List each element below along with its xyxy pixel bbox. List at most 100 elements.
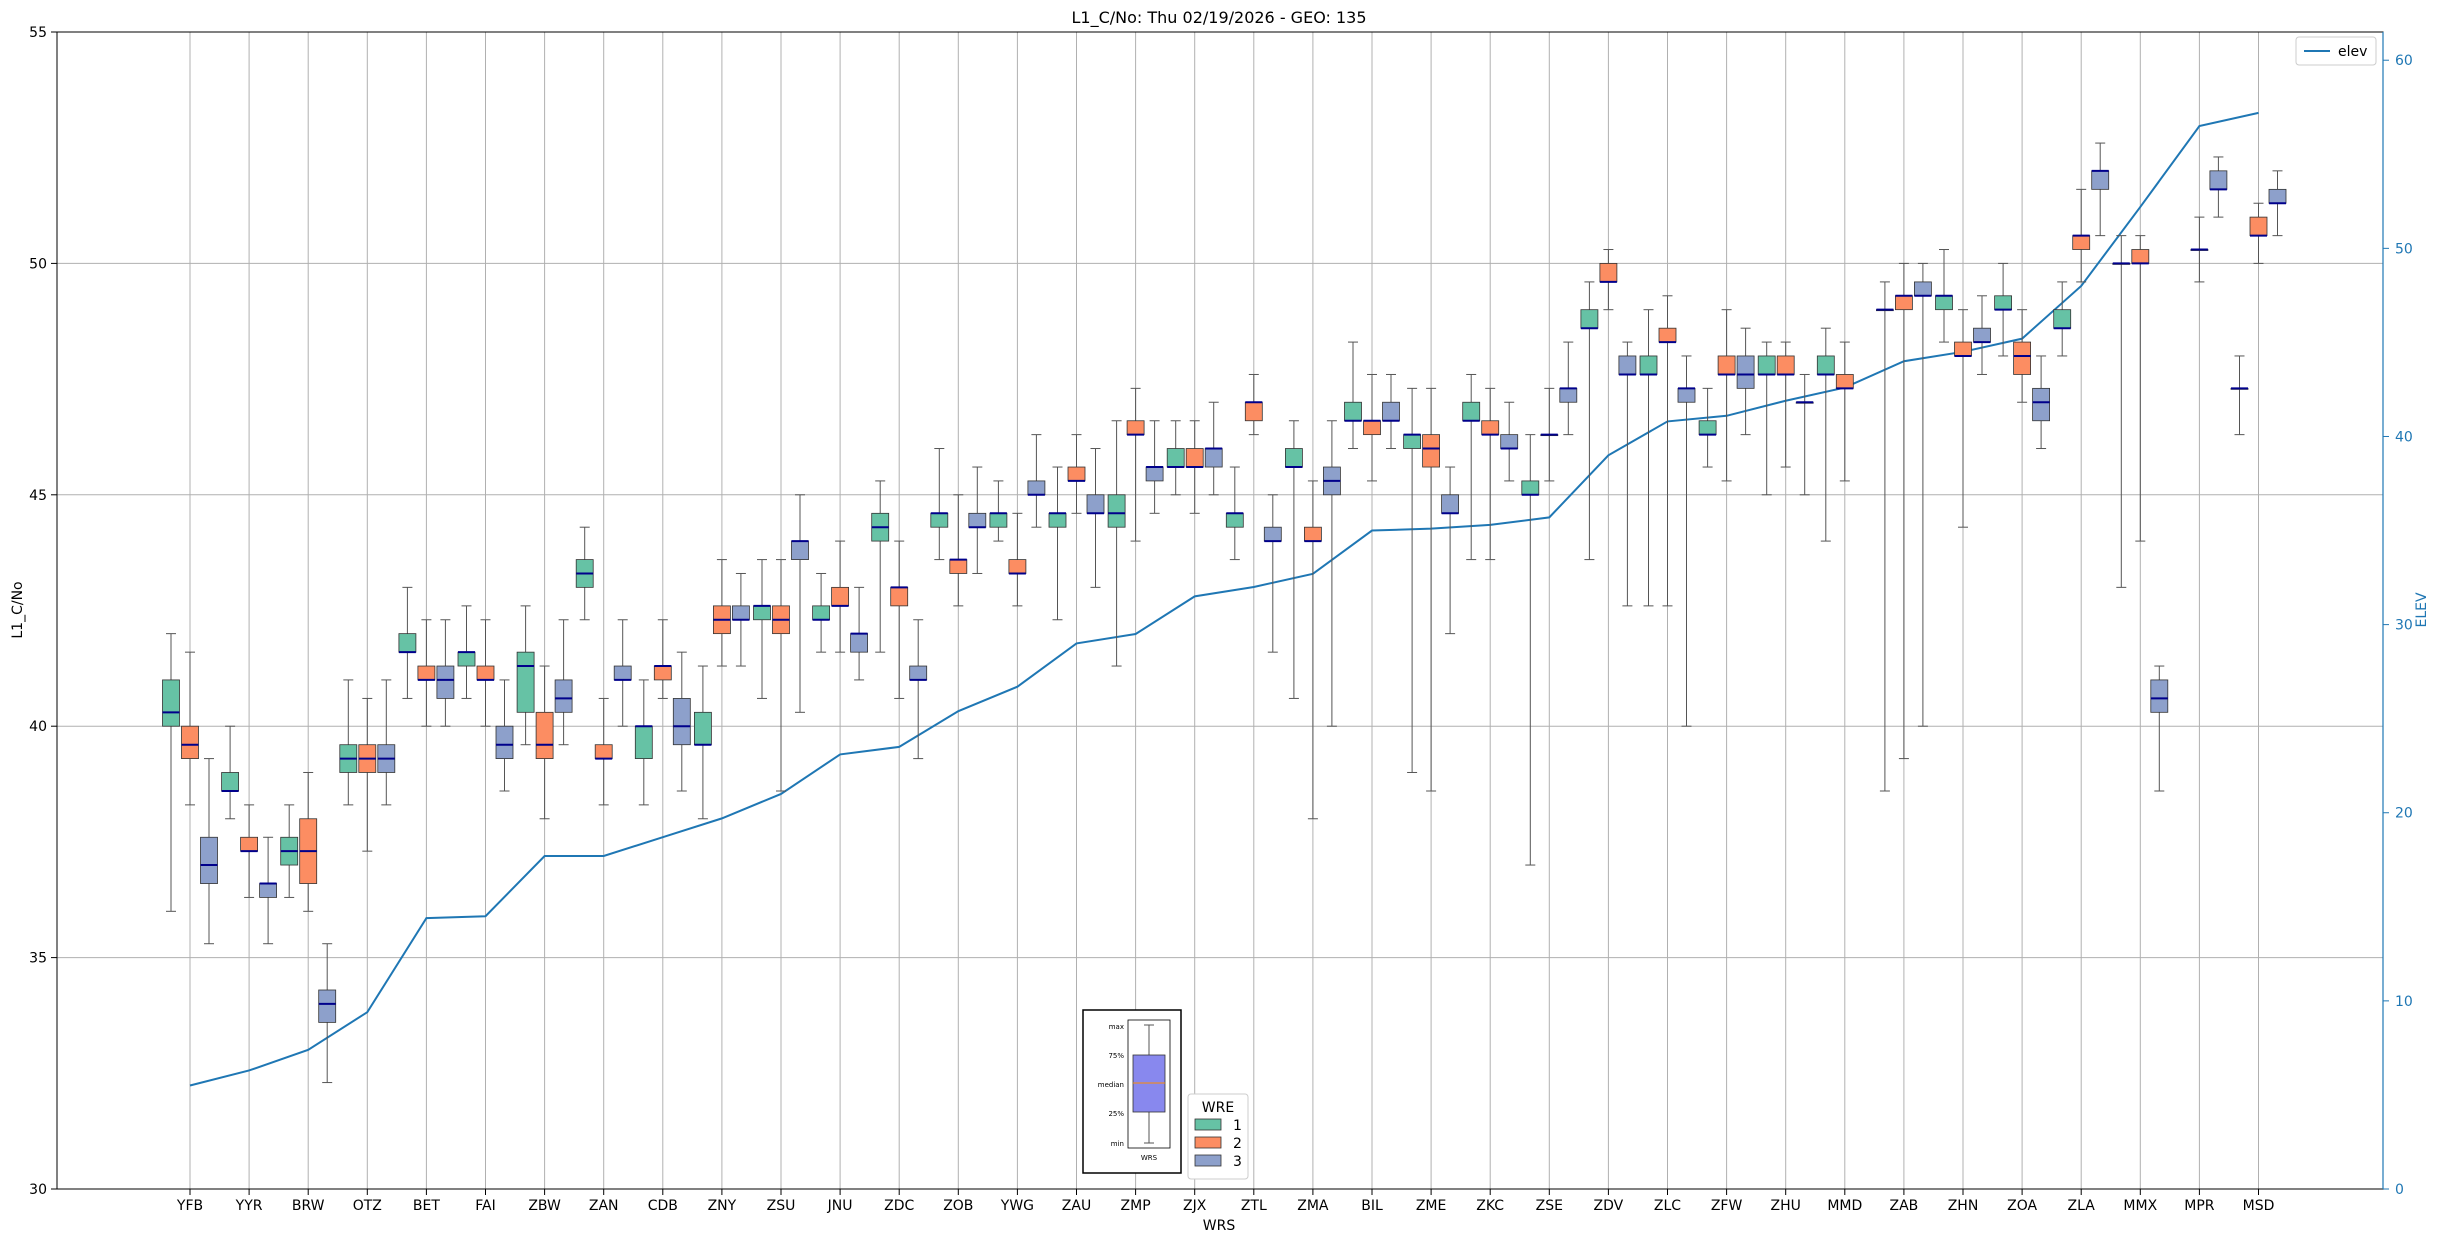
- x-tick-label: ZLC: [1654, 1198, 1681, 1214]
- x-tick-label: ZBW: [528, 1198, 561, 1214]
- box-body: [1067, 466, 1086, 482]
- box-ZAB-wre3: [1914, 262, 1932, 727]
- y-tick-label: 55: [29, 25, 47, 41]
- elev-line: [189, 111, 2259, 1087]
- box-ZAN-wre2: [594, 697, 613, 806]
- box-MMD-wre1: [1816, 327, 1835, 542]
- box-ZNY-wre1: [694, 665, 712, 820]
- box-ZDC-wre3: [909, 619, 928, 760]
- box-body: [1895, 295, 1913, 311]
- box-ZBW-wre1: [516, 605, 535, 746]
- box-body: [240, 836, 259, 852]
- y-tick-label: 35: [29, 951, 47, 967]
- box-ZSE-wre2: [1540, 387, 1559, 482]
- legend-wre-label-2: 2: [1233, 1136, 1242, 1152]
- x-tick-label: MMD: [1827, 1198, 1862, 1214]
- y2-axis-label: ELEV: [2414, 592, 2430, 627]
- box-ZHN-wre2: [1954, 309, 1972, 528]
- box-body: [1382, 401, 1400, 422]
- box-body: [1677, 387, 1696, 403]
- box-MMX-wre1: [2112, 235, 2131, 588]
- box-BIL-wre2: [1363, 373, 1381, 482]
- x-tick-label: ZHN: [1948, 1198, 1979, 1214]
- box-BRW-wre3: [318, 943, 337, 1084]
- x-tick-label: ZKC: [1476, 1198, 1504, 1214]
- x-tick-label: BET: [413, 1198, 440, 1214]
- legend-wre-label-3: 3: [1233, 1154, 1242, 1170]
- box-body: [554, 679, 573, 713]
- legend-wre-title: WRE: [1202, 1100, 1234, 1116]
- box-body: [1816, 355, 1835, 375]
- box-body: [1776, 355, 1795, 375]
- box-body: [1285, 448, 1303, 468]
- box-body: [1580, 309, 1599, 329]
- box-body: [1994, 295, 2012, 311]
- box-MMD-wre2: [1835, 341, 1854, 482]
- box-body: [417, 665, 436, 681]
- x-tick-label: MSD: [2243, 1198, 2275, 1214]
- box-OTZ-wre1: [339, 679, 358, 806]
- box-ZHN-wre3: [1973, 295, 1991, 375]
- box-ZJX-wre1: [1166, 420, 1185, 496]
- box-ZHU-wre2: [1776, 341, 1795, 468]
- box-FAI-wre3: [495, 679, 514, 792]
- box-body: [1166, 448, 1185, 468]
- box-MPR-wre3: [2209, 156, 2228, 218]
- box-body: [398, 633, 417, 653]
- box-body: [1204, 448, 1223, 468]
- legend-elev: elev: [2295, 36, 2377, 66]
- box-body: [909, 665, 928, 681]
- box-body: [2072, 235, 2091, 250]
- box-body: [1835, 374, 1854, 389]
- box-ZHU-wre1: [1757, 341, 1776, 496]
- y-tick-label: 40: [29, 719, 47, 735]
- box-body: [1048, 512, 1067, 528]
- y2-tick-label: 40: [2395, 429, 2413, 445]
- box-body: [1403, 434, 1421, 449]
- box-body: [753, 605, 771, 621]
- box-CDB-wre1: [634, 679, 653, 806]
- box-ZAB-wre2: [1895, 262, 1913, 760]
- box-ZAU-wre3: [1086, 448, 1105, 588]
- box-body: [1107, 494, 1126, 528]
- box-YYR-wre2: [240, 804, 259, 898]
- box-MMX-wre2: [2131, 235, 2150, 542]
- box-ZKC-wre3: [1500, 401, 1519, 482]
- y2-tick-label: 50: [2395, 241, 2413, 257]
- box-body: [2091, 170, 2110, 190]
- box-body: [162, 679, 180, 727]
- box-body: [2131, 249, 2150, 264]
- x-tick-label: ZDV: [1594, 1198, 1624, 1214]
- box-ZAN-wre1: [575, 526, 594, 621]
- box-YWG-wre3: [1027, 434, 1046, 528]
- box-ZAU-wre1: [1048, 466, 1067, 621]
- key-label-x: WRS: [1141, 1154, 1158, 1162]
- box-body: [1736, 355, 1755, 389]
- box-body: [1658, 327, 1677, 343]
- box-body: [1225, 512, 1244, 528]
- box-ZOA-wre2: [2013, 309, 2031, 403]
- x-tick-label: ZFW: [1711, 1198, 1743, 1214]
- box-ZHU-wre3: [1795, 373, 1814, 496]
- x-tick-label: YFB: [176, 1198, 203, 1214]
- x-tick-label: ZMA: [1297, 1198, 1329, 1214]
- x-tick-label: ZOB: [943, 1198, 973, 1214]
- box-MSD-wre2: [2249, 202, 2268, 264]
- key-label-4: min: [1111, 1140, 1124, 1148]
- box-body: [1639, 355, 1658, 375]
- box-CDB-wre2: [653, 619, 672, 699]
- box-body: [1086, 494, 1105, 514]
- box-body: [1185, 448, 1204, 468]
- box-ZLC-wre2: [1658, 295, 1677, 607]
- box-ZAN-wre3: [613, 619, 632, 727]
- x-tick-label: ZNY: [708, 1198, 737, 1214]
- box-body: [1935, 295, 1953, 311]
- box-ZDV-wre2: [1599, 249, 1618, 311]
- box-body: [850, 633, 868, 653]
- box-ZJX-wre3: [1204, 401, 1223, 496]
- x-tick-label: OTZ: [353, 1198, 382, 1214]
- box-YFB-wre1: [162, 633, 180, 912]
- box-YWG-wre2: [1008, 512, 1027, 607]
- x-tick-label: ZOA: [2007, 1198, 2037, 1214]
